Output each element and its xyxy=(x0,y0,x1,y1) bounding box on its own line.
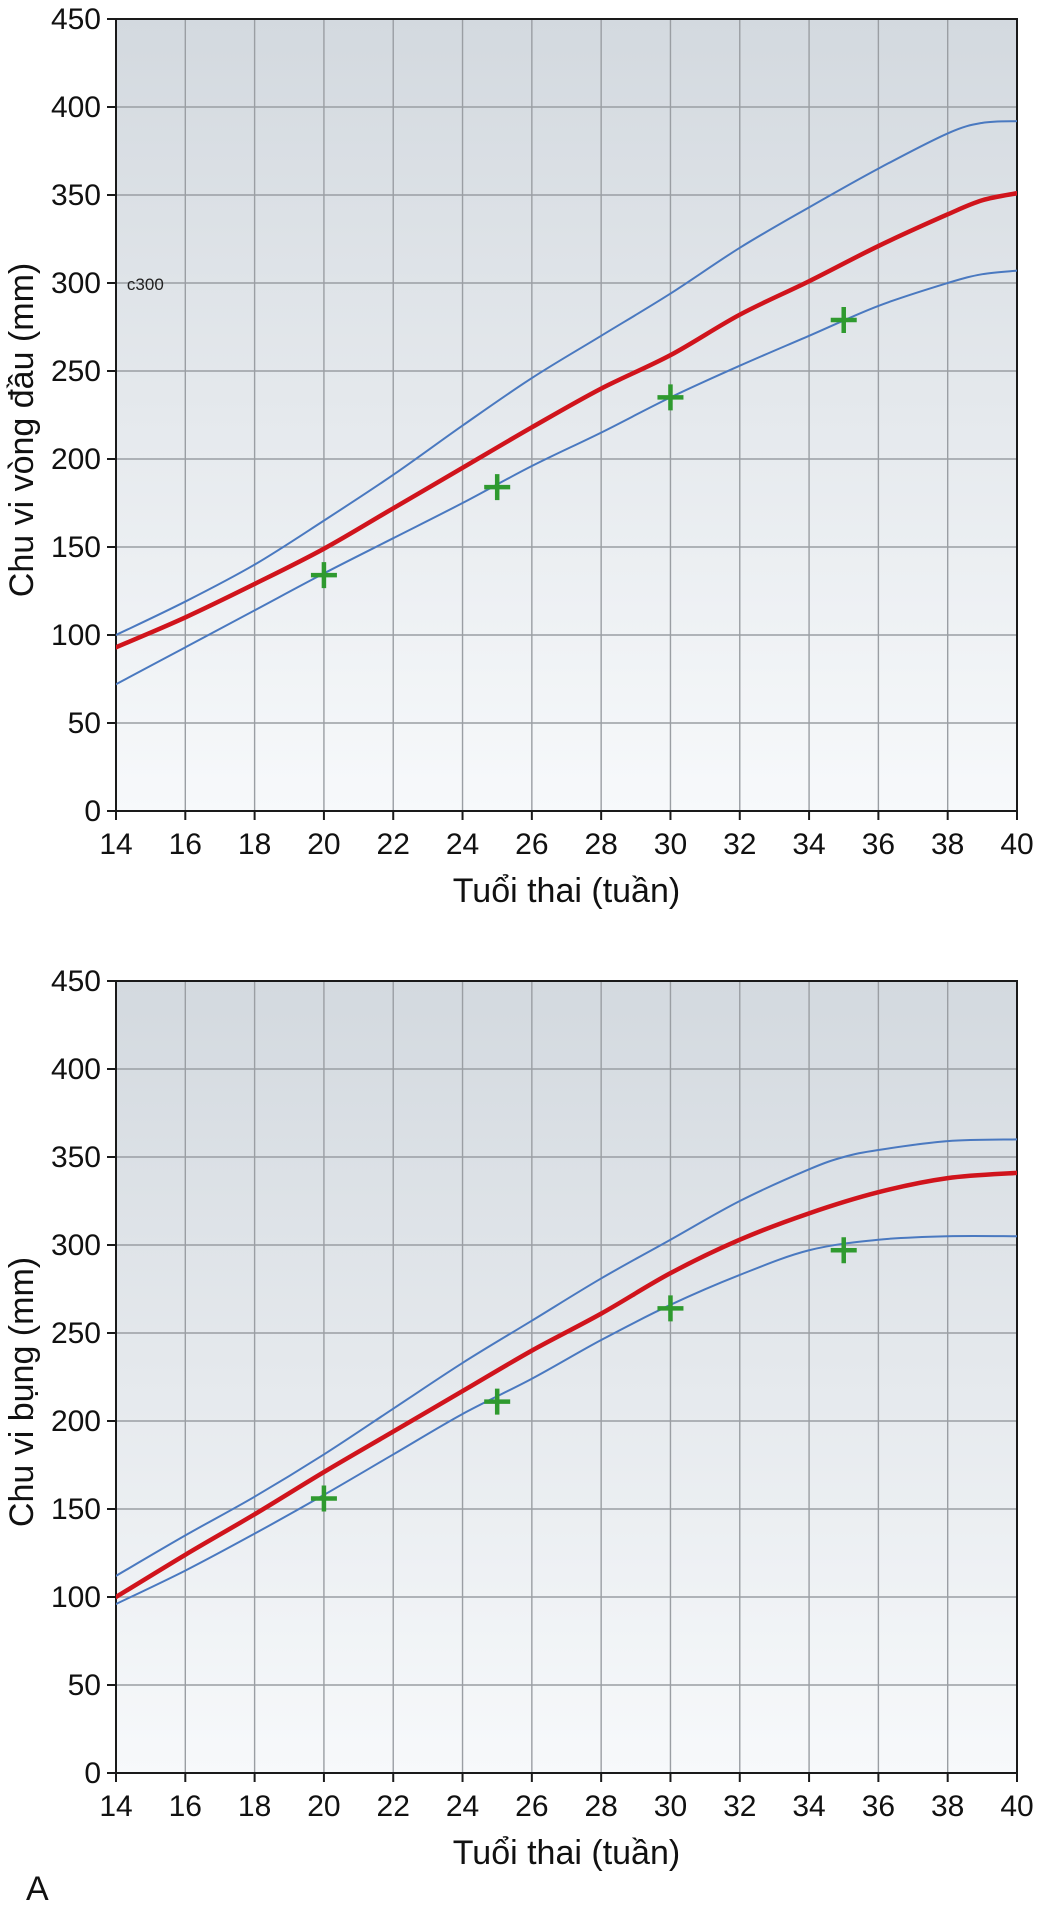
x-tick-label: 30 xyxy=(654,828,687,861)
y-tick-label: 250 xyxy=(51,1317,101,1350)
measurement-marker xyxy=(830,1237,857,1264)
lower-curve xyxy=(116,269,1017,686)
x-axis-title: Tuổi thai (tuần) xyxy=(453,1834,680,1872)
x-tick-label: 40 xyxy=(1000,1790,1033,1823)
y-tick-label: 250 xyxy=(51,355,101,388)
y-tick-label: 450 xyxy=(51,965,101,998)
y-tick-label: 350 xyxy=(51,1141,101,1174)
y-tick-label: 200 xyxy=(51,443,101,476)
x-tick-label: 26 xyxy=(515,1790,548,1823)
x-tick-label: 34 xyxy=(792,1790,825,1823)
upper-curve xyxy=(116,120,1017,636)
y-tick-label: 0 xyxy=(84,1757,101,1790)
x-tick-label: 38 xyxy=(931,1790,964,1823)
median-curve xyxy=(116,1170,1017,1600)
y-tick-label: 150 xyxy=(51,1493,101,1526)
series-lines xyxy=(116,120,1017,686)
x-tick-label: 16 xyxy=(169,828,202,861)
y-tick-label: 50 xyxy=(68,1669,101,1702)
y-tick-label: 50 xyxy=(68,707,101,740)
upper-curve xyxy=(116,1138,1017,1577)
panel-label: A xyxy=(26,1870,49,1908)
x-tick-label: 28 xyxy=(584,1790,617,1823)
x-tick-label: 16 xyxy=(169,1790,202,1823)
y-axis-title: Chu vi vòng đầu (mm) xyxy=(3,263,41,597)
x-tick-label: 38 xyxy=(931,828,964,861)
x-tick-label: 18 xyxy=(238,828,271,861)
measurement-marker xyxy=(484,1388,511,1415)
x-tick-label: 14 xyxy=(99,1790,132,1823)
y-tick-label: 400 xyxy=(51,1053,101,1086)
measurement-marker xyxy=(657,1295,684,1322)
x-tick-label: 22 xyxy=(377,1790,410,1823)
tick-marks xyxy=(107,980,1018,1782)
x-tick-label: 32 xyxy=(723,1790,756,1823)
measurement-marker xyxy=(310,562,337,589)
y-axis-title: Chu vi bụng (mm) xyxy=(3,1257,41,1527)
x-tick-label: 24 xyxy=(446,828,479,861)
x-tick-label: 28 xyxy=(584,828,617,861)
abdominal-circumference-chart: 14 16 18 20 22 24 26 28 30 32 34 36 38 40050100150200… xyxy=(3,965,1034,1872)
x-tick-label: 36 xyxy=(862,828,895,861)
y-tick-label: 100 xyxy=(51,1581,101,1614)
x-tick-label: 30 xyxy=(654,1790,687,1823)
x-tick-label: 40 xyxy=(1000,828,1033,861)
y-tick-label: 300 xyxy=(51,1229,101,1262)
x-tick-label: 22 xyxy=(377,828,410,861)
series-lines xyxy=(116,1138,1017,1606)
measurement-marker xyxy=(830,306,857,333)
y-tick-label: 150 xyxy=(51,531,101,564)
x-tick-label: 24 xyxy=(446,1790,479,1823)
x-tick-label: 34 xyxy=(792,828,825,861)
axes-frame xyxy=(115,18,1018,812)
x-tick-label: 26 xyxy=(515,828,548,861)
measurement-points xyxy=(310,306,857,589)
x-axis-title: Tuổi thai (tuần) xyxy=(453,872,680,910)
plot-area xyxy=(116,19,1017,811)
x-tick-label: 36 xyxy=(862,1790,895,1823)
x-tick-label: 14 xyxy=(99,828,132,861)
lower-curve xyxy=(116,1234,1017,1606)
median-curve xyxy=(116,190,1017,650)
x-tick-label: 18 xyxy=(238,1790,271,1823)
plot-area xyxy=(116,981,1017,1773)
measurement-marker xyxy=(484,474,511,501)
x-tick-label: 32 xyxy=(723,828,756,861)
y-tick-label: 350 xyxy=(51,179,101,212)
y-tick-label: 450 xyxy=(51,3,101,36)
x-tick-label: 20 xyxy=(307,1790,340,1823)
y-tick-label: 200 xyxy=(51,1405,101,1438)
tick-marks xyxy=(107,18,1018,820)
measurement-marker xyxy=(310,1485,337,1512)
y-tick-label: 400 xyxy=(51,91,101,124)
y-tick-label: 300 xyxy=(51,267,101,300)
x-tick-label: 20 xyxy=(307,828,340,861)
head-circumference-chart: 14 16 18 20 22 24 26 28 30 32 34 36 38 40050100150200… xyxy=(3,3,1034,910)
measurement-points xyxy=(310,1237,857,1512)
axes-frame xyxy=(115,980,1018,1774)
y-tick-label: 100 xyxy=(51,619,101,652)
annotation-text: c300 xyxy=(127,275,164,294)
y-tick-label: 0 xyxy=(84,795,101,828)
measurement-marker xyxy=(657,384,684,411)
